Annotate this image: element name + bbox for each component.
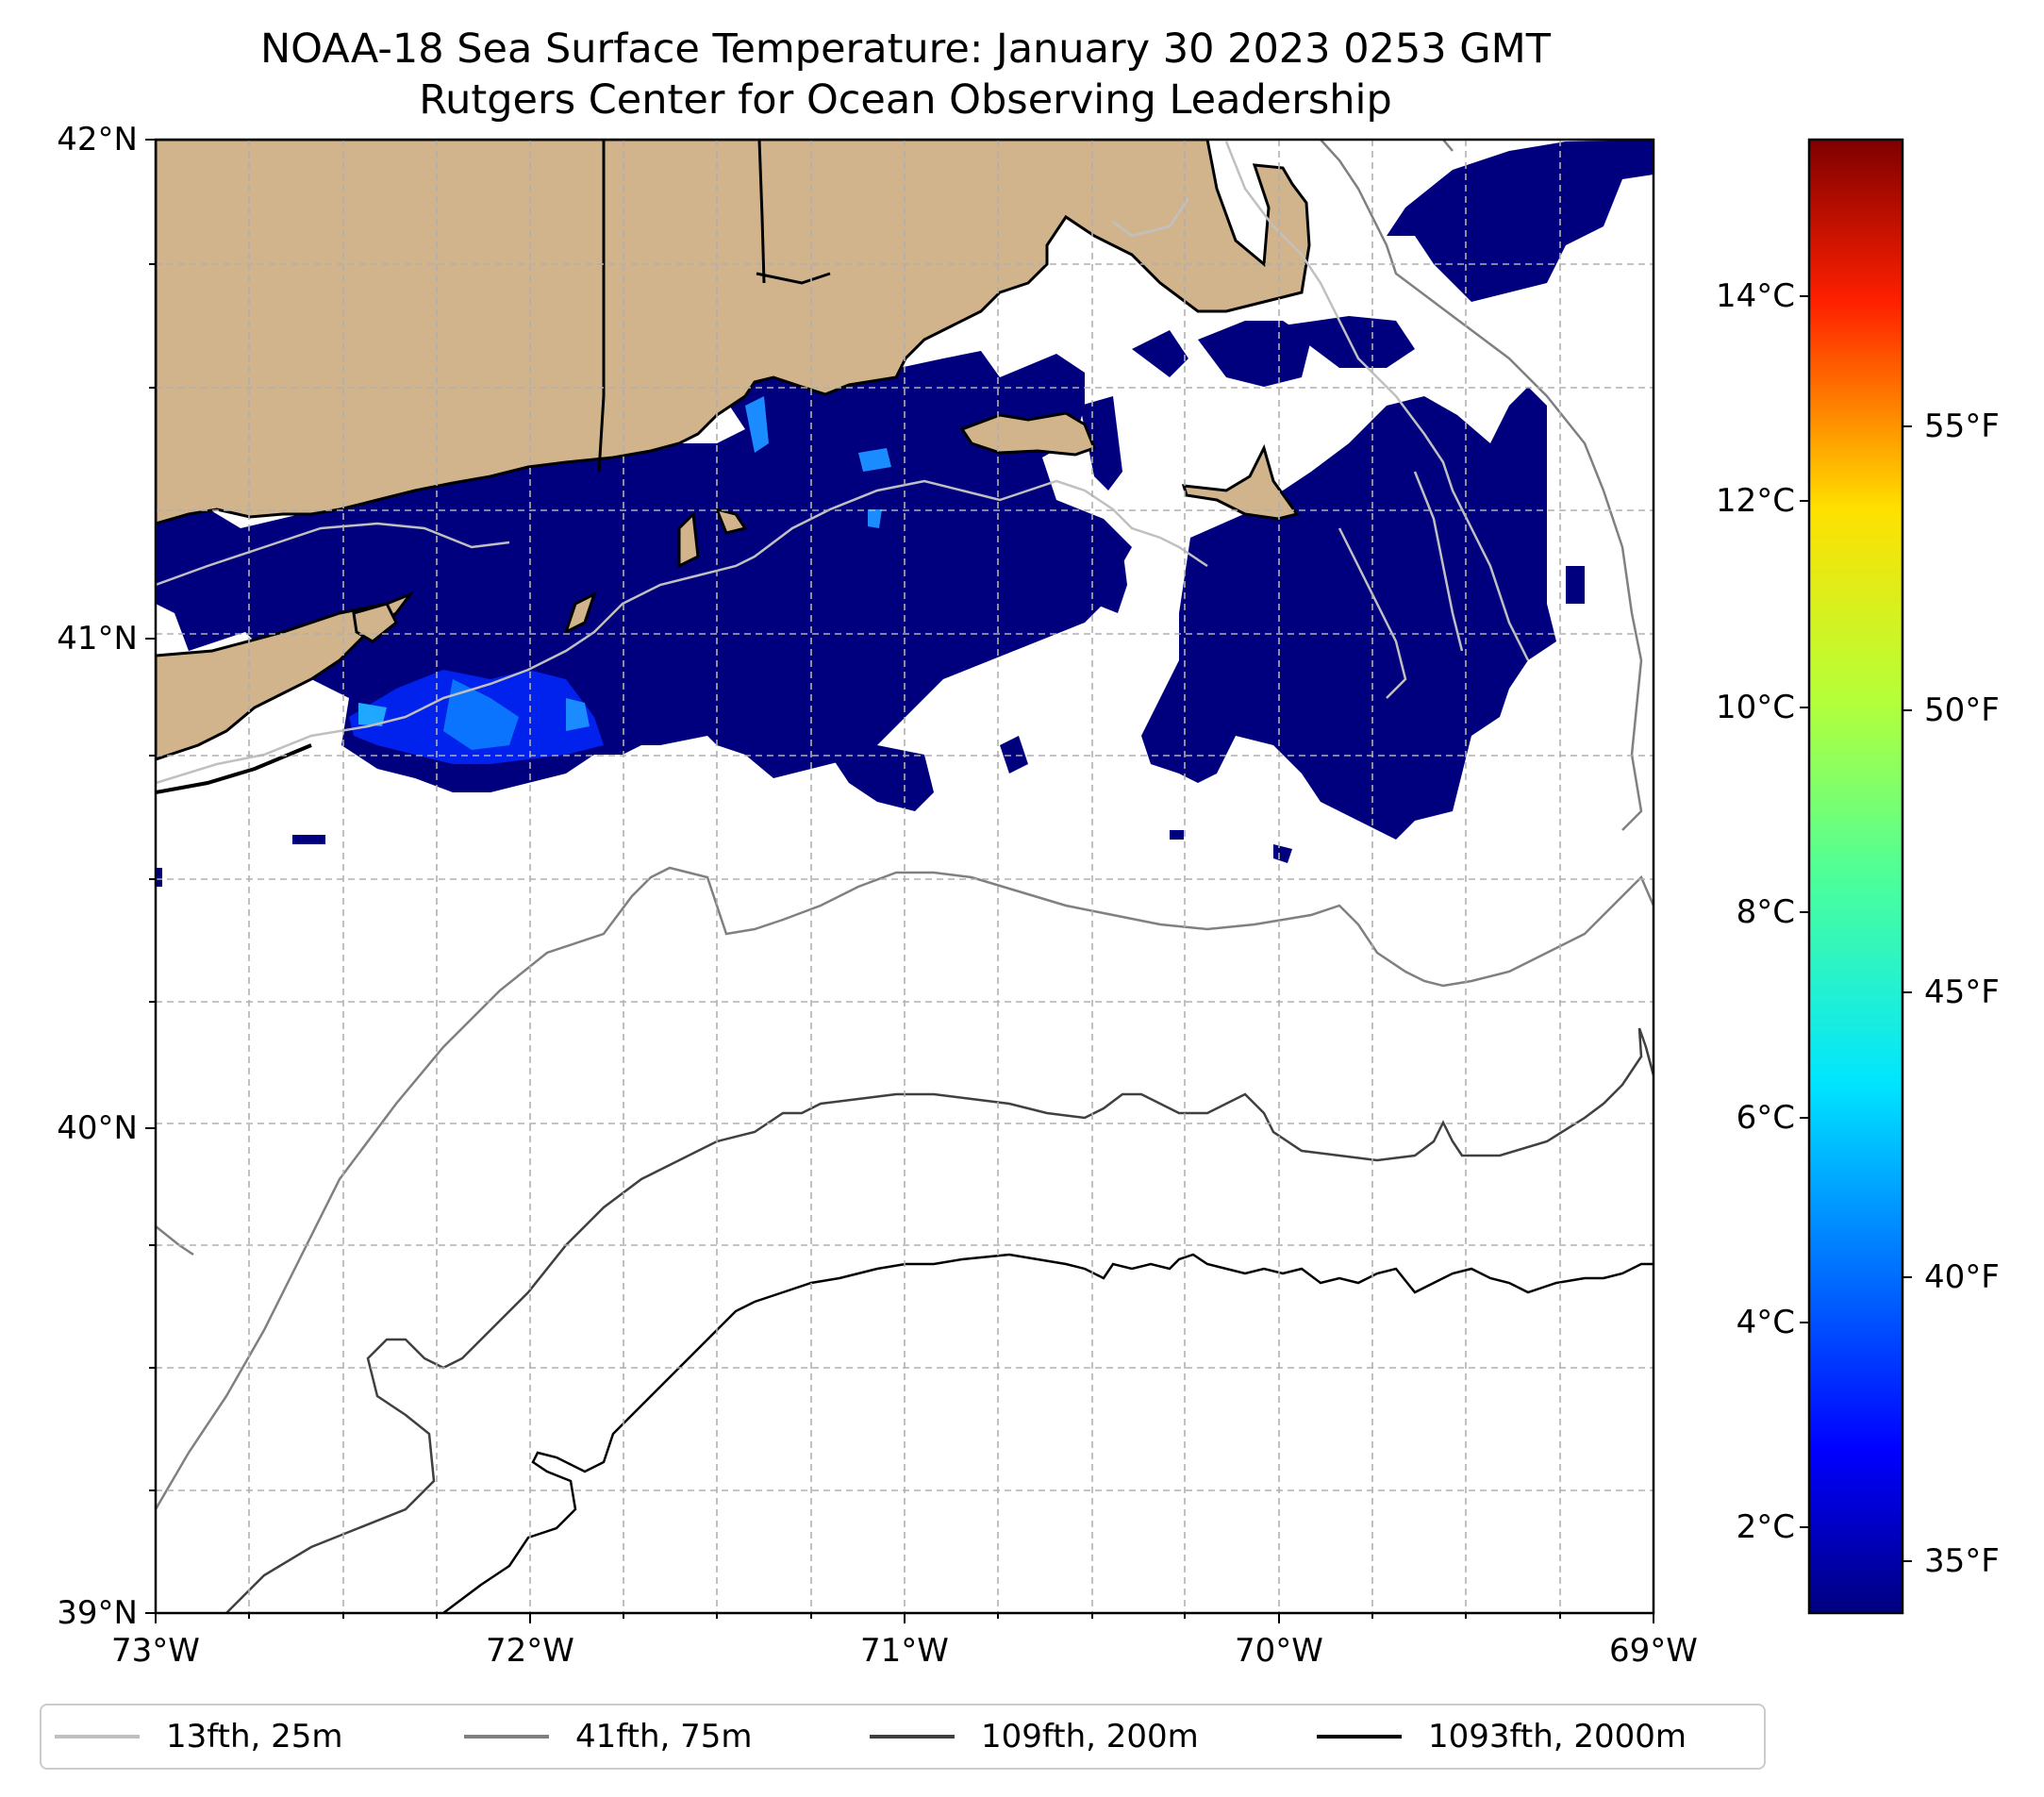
colorbar-fahrenheit-label: 35°F	[1924, 1542, 2000, 1580]
colorbar-celsius-label: 8°C	[1736, 893, 1795, 931]
colorbar-fahrenheit-label: 50°F	[1924, 691, 2000, 729]
legend-label: 13fth, 25m	[166, 1718, 343, 1755]
axis-ticks	[145, 139, 1654, 1623]
colorbar-celsius-label: 4°C	[1736, 1304, 1795, 1341]
legend-item-2000m: 1093fth, 2000m	[1317, 1705, 1687, 1768]
state-borders	[597, 140, 831, 473]
colorbar-fahrenheit-label: 40°F	[1924, 1258, 2000, 1296]
y-tick-label: 39°N	[57, 1594, 138, 1632]
y-tick-label: 42°N	[57, 121, 138, 158]
legend-item-75m: 41fth, 75m	[464, 1705, 753, 1768]
legend-label: 109fth, 200m	[981, 1718, 1199, 1755]
x-tick-label: 69°W	[1609, 1632, 1698, 1670]
land	[156, 140, 1311, 761]
colorbar-fahrenheit-label: 55°F	[1924, 408, 2000, 445]
bathymetry-2000m	[442, 1253, 1653, 1613]
colorbar-celsius-label: 2°C	[1736, 1508, 1795, 1546]
bathymetry-75m	[156, 140, 1653, 1510]
legend-label: 41fth, 75m	[575, 1718, 753, 1755]
y-tick-label: 41°N	[57, 620, 138, 657]
legend-label: 1093fth, 2000m	[1428, 1718, 1687, 1755]
colorbar-ticks	[1800, 295, 1912, 1562]
legend-swatch-25m	[55, 1735, 140, 1739]
colorbar-celsius-label: 6°C	[1736, 1099, 1795, 1137]
bathymetry-25m	[156, 141, 1530, 785]
figure-title: NOAA-18 Sea Surface Temperature: January…	[260, 25, 1551, 73]
colorbar	[1807, 138, 1904, 1615]
figure-subtitle: Rutgers Center for Ocean Observing Leade…	[419, 76, 1392, 124]
x-tick-label: 72°W	[486, 1632, 574, 1670]
legend-item-25m: 13fth, 25m	[55, 1705, 343, 1768]
x-tick-label: 70°W	[1235, 1632, 1323, 1670]
colorbar-celsius-label: 10°C	[1715, 689, 1795, 726]
contour-legend: 13fth, 25m 41fth, 75m 109fth, 200m 1093f…	[40, 1704, 1766, 1770]
x-tick-label: 71°W	[860, 1632, 949, 1670]
x-tick-label: 73°W	[111, 1632, 200, 1670]
legend-swatch-75m	[464, 1735, 549, 1739]
legend-item-200m: 109fth, 200m	[870, 1705, 1199, 1768]
colorbar-fahrenheit-label: 45°F	[1924, 973, 2000, 1011]
legend-swatch-2000m	[1317, 1735, 1402, 1739]
coastline-south	[156, 743, 312, 794]
bathymetry-200m	[225, 1027, 1653, 1613]
legend-swatch-200m	[870, 1735, 955, 1739]
gridlines	[156, 140, 1653, 1613]
colorbar-celsius-label: 14°C	[1715, 277, 1795, 315]
colorbar-celsius-label: 12°C	[1715, 482, 1795, 520]
y-tick-label: 40°N	[57, 1109, 138, 1147]
